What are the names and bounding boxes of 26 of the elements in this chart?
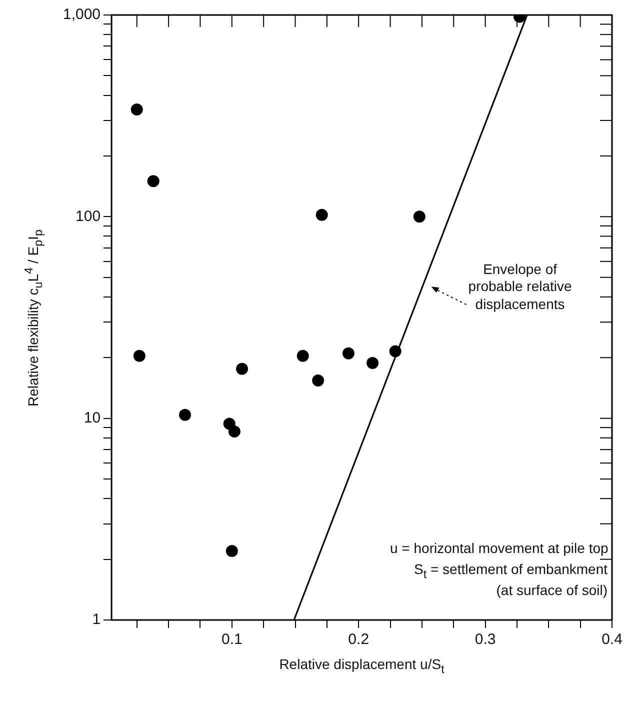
- point: [147, 175, 160, 188]
- point: [236, 362, 248, 375]
- point: [366, 357, 379, 370]
- point: [413, 210, 426, 223]
- point: [179, 408, 192, 421]
- point: [228, 426, 240, 438]
- y-tick-label: 1: [92, 611, 101, 628]
- point: [342, 347, 354, 360]
- point: [316, 208, 328, 221]
- annotation: u = horizontal movement at pile top: [390, 540, 608, 558]
- point: [133, 350, 146, 362]
- point: [296, 350, 309, 362]
- x-axis-title: Relative displacement u/S$_{t}$: [278, 656, 446, 678]
- annotation: Envelope of probable relative displacements: [468, 260, 572, 314]
- x-tick-label: 0.2: [348, 631, 370, 648]
- y-tick-label: 1,000: [62, 6, 101, 24]
- point: [226, 544, 238, 557]
- x-tick-label: 0.1: [221, 631, 242, 648]
- x-tick-label: 0.4: [602, 631, 622, 648]
- y-tick-label: 10: [84, 409, 101, 426]
- annotation: S$_{t}$ = settlement of embankment (at surface of soil): [414, 561, 608, 600]
- point: [389, 345, 402, 358]
- point: [312, 374, 324, 387]
- x-tick-label: 0.3: [474, 631, 496, 648]
- y-tick-label: 100: [76, 208, 101, 225]
- point: [130, 103, 143, 116]
